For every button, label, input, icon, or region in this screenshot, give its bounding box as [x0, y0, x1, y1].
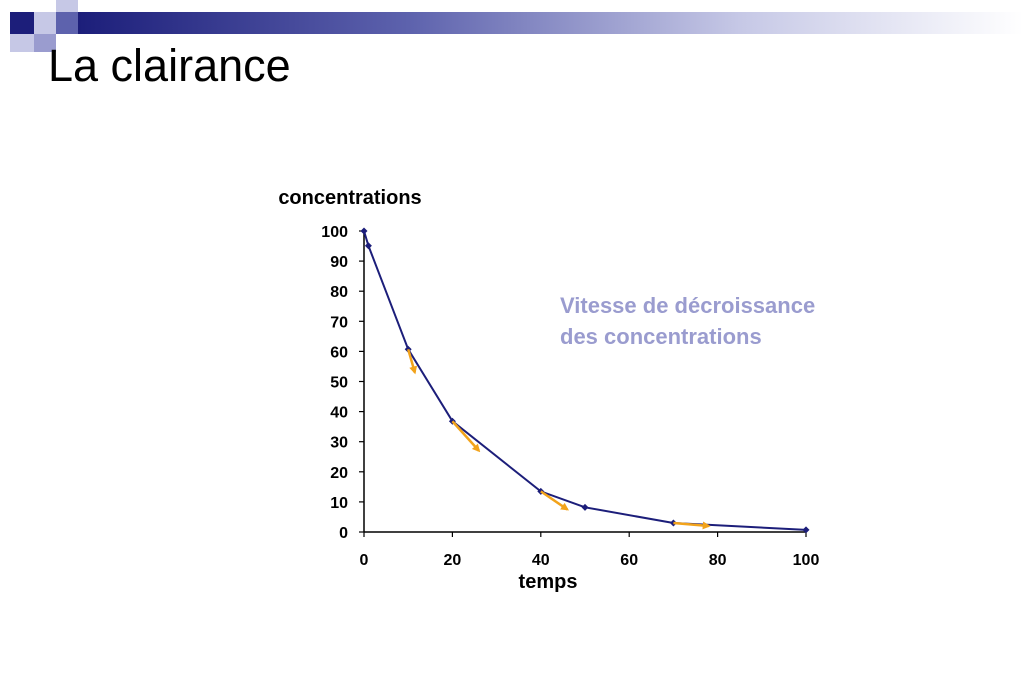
decor-square-2	[34, 12, 56, 34]
data-point-marker	[364, 242, 372, 250]
x-tick-label: 100	[793, 552, 820, 569]
annotation-text: Vitesse de décroissance des concentratio…	[560, 290, 890, 352]
y-tick-label: 40	[330, 405, 348, 422]
y-tick-label: 0	[339, 525, 348, 542]
data-point-marker	[802, 526, 810, 534]
data-point-marker	[581, 503, 589, 511]
tangent-arrow	[406, 348, 418, 375]
y-tick-label: 10	[330, 495, 348, 512]
decor-square-5	[10, 34, 34, 52]
y-tick-label: 60	[330, 344, 348, 361]
y-tick-label: 20	[330, 465, 348, 482]
decor-square-6	[34, 34, 56, 52]
y-tick-label: 100	[321, 224, 348, 241]
x-axis-title: temps	[519, 571, 578, 593]
annotation-line-1: Vitesse de décroissance	[560, 293, 816, 318]
decor-square-3	[56, 0, 78, 12]
series-line	[363, 230, 807, 531]
annotation-line-2: des concentrations	[560, 324, 762, 349]
data-point-marker	[360, 227, 368, 235]
tangent-arrow	[540, 490, 569, 511]
tangent-arrow	[673, 521, 711, 530]
y-tick-label: 50	[330, 375, 348, 392]
x-tick-label: 80	[709, 552, 727, 569]
x-tick-label: 20	[444, 552, 462, 569]
decor-square-4	[56, 12, 78, 34]
y-tick-label: 90	[330, 254, 348, 271]
title-decor-bar	[78, 12, 1023, 34]
x-tick-label: 0	[360, 552, 369, 569]
y-tick-label: 30	[330, 435, 348, 452]
slide-title: La clairance	[48, 40, 291, 91]
y-tick-label: 80	[330, 284, 348, 301]
y-axis-title: concentrations	[278, 187, 421, 209]
tangent-arrow	[451, 420, 481, 453]
y-tick-label: 70	[330, 314, 348, 331]
decor-square-1	[10, 12, 34, 34]
x-tick-label: 40	[532, 552, 550, 569]
x-tick-label: 60	[620, 552, 638, 569]
